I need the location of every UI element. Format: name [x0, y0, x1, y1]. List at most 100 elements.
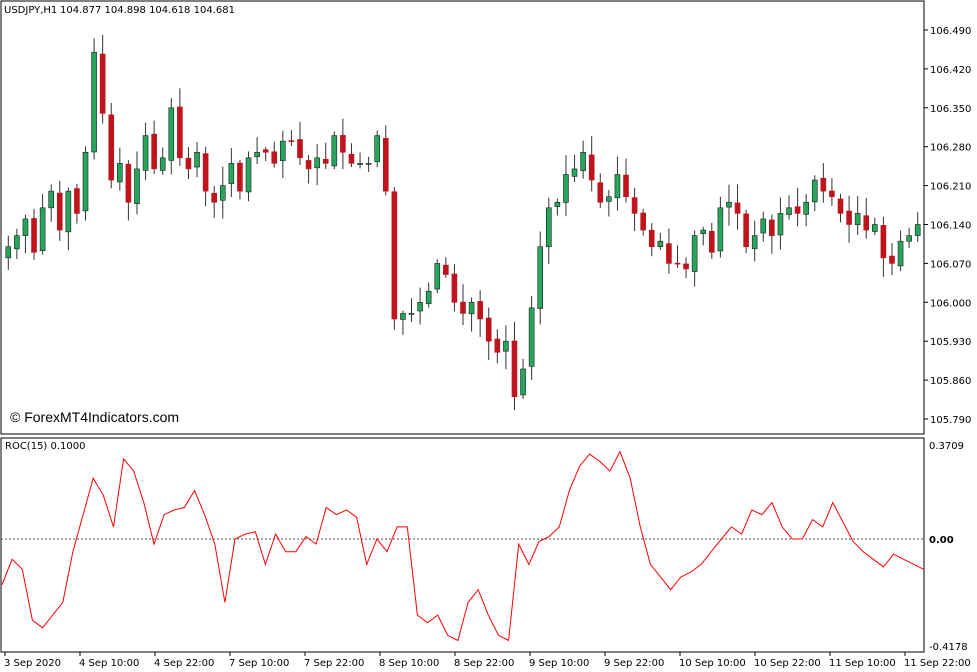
price-tick-label: 106.140	[930, 221, 971, 232]
time-tick-label: 8 Sep 22:00	[454, 658, 514, 669]
bear-candle	[297, 139, 303, 159]
time-tick-label: 4 Sep 22:00	[154, 658, 214, 669]
bear-candle	[880, 225, 887, 259]
bear-candle	[108, 114, 115, 181]
price-tick-label: 105.790	[930, 415, 971, 426]
bull-candle	[563, 174, 569, 203]
bull-candle	[245, 157, 252, 193]
bull-candle	[751, 235, 758, 250]
bull-candle	[142, 135, 149, 171]
bull-candle	[537, 246, 544, 309]
price-pane[interactable]	[0, 0, 925, 435]
bull-candle	[280, 140, 286, 161]
bear-candle	[648, 229, 655, 248]
price-tick-label: 106.070	[930, 259, 971, 270]
price-tick-label: 106.210	[930, 182, 971, 193]
bear-candle	[846, 210, 852, 225]
bull-candle	[159, 157, 166, 171]
roc-pane[interactable]	[0, 437, 925, 653]
bull-candle	[400, 313, 406, 320]
bear-candle	[588, 154, 595, 181]
bull-candle	[168, 107, 175, 161]
bear-candle	[271, 151, 278, 164]
bull-candle	[854, 213, 861, 226]
bear-candle	[794, 206, 801, 214]
bear-candle	[185, 157, 192, 170]
bear-candle	[348, 153, 355, 164]
ohlc-values: 104.877 104.898 104.618 104.681	[60, 5, 235, 16]
bull-candle	[48, 190, 54, 209]
bull-candle	[134, 168, 140, 205]
watermark: © ForexMT4Indicators.com	[10, 409, 179, 425]
bull-candle	[219, 185, 226, 201]
bull-candle	[254, 151, 260, 158]
bear-candle	[125, 163, 132, 203]
bull-candle	[434, 263, 441, 290]
bull-candle	[700, 229, 707, 234]
bear-candle	[889, 255, 895, 264]
bull-candle	[872, 224, 878, 232]
roc-line	[1, 450, 925, 642]
bear-candle	[151, 133, 157, 170]
bear-candle	[623, 174, 629, 198]
bull-candle	[811, 179, 818, 203]
bull-candle	[554, 201, 561, 207]
price-tick-label: 106.000	[930, 298, 971, 309]
bull-candle	[571, 168, 578, 177]
bear-candle	[262, 149, 269, 153]
price-tick-label: 106.490	[930, 26, 971, 37]
price-axis: 106.490 106.420 106.350 106.280 106.210 106.1…	[924, 26, 971, 426]
bull-candle	[906, 235, 912, 242]
bull-candle	[760, 218, 767, 234]
bear-candle	[829, 190, 835, 198]
bear-candle	[494, 338, 501, 353]
bear-candle	[322, 159, 329, 164]
bull-candle	[803, 201, 809, 215]
bull-candle	[91, 51, 97, 153]
bear-candle	[382, 138, 389, 192]
bull-candle	[365, 163, 372, 165]
price-tick-label: 106.420	[930, 65, 971, 76]
bull-candle	[331, 135, 338, 167]
time-tick-label: 9 Sep 22:00	[604, 658, 664, 669]
bear-candle	[734, 202, 741, 214]
time-tick-label: 7 Sep 22:00	[304, 658, 364, 669]
symbol-info: USDJPY,H1	[4, 5, 57, 16]
bear-candle	[74, 188, 80, 214]
bull-candle	[14, 235, 20, 250]
candlestick-series	[5, 34, 921, 411]
bear-candle	[597, 182, 604, 203]
time-tick-label: 3 Sep 2020	[4, 658, 61, 669]
bear-candle	[99, 53, 106, 114]
bear-candle	[202, 153, 209, 192]
time-tick-label: 4 Sep 10:00	[79, 658, 139, 669]
price-tick-label: 105.930	[930, 337, 971, 348]
bull-candle	[726, 201, 732, 208]
bear-candle	[683, 263, 689, 270]
bull-candle	[503, 340, 509, 352]
roc-axis-top: 0.3709	[929, 441, 964, 452]
bull-candle	[914, 224, 921, 236]
bear-candle	[237, 162, 243, 192]
bull-candle	[528, 307, 535, 367]
bull-candle	[65, 190, 72, 233]
bull-candle	[5, 246, 12, 259]
bear-candle	[511, 340, 518, 398]
bear-candle	[211, 192, 217, 203]
bear-candle	[769, 219, 775, 236]
bull-candle	[408, 313, 415, 315]
bull-candle	[606, 196, 612, 202]
bull-candle	[314, 157, 320, 169]
roc-label: ROC(15) 0.1000	[5, 441, 86, 452]
bear-candle	[443, 264, 449, 275]
bull-candle	[228, 163, 235, 184]
roc-axis-bottom: -0.4178	[929, 642, 968, 653]
bear-candle	[288, 140, 295, 142]
bull-candle	[545, 207, 552, 248]
bear-candle	[177, 106, 183, 159]
bull-candle	[357, 163, 363, 165]
bear-candle	[674, 262, 681, 265]
bull-candle	[82, 151, 89, 212]
bear-candle	[56, 192, 63, 231]
